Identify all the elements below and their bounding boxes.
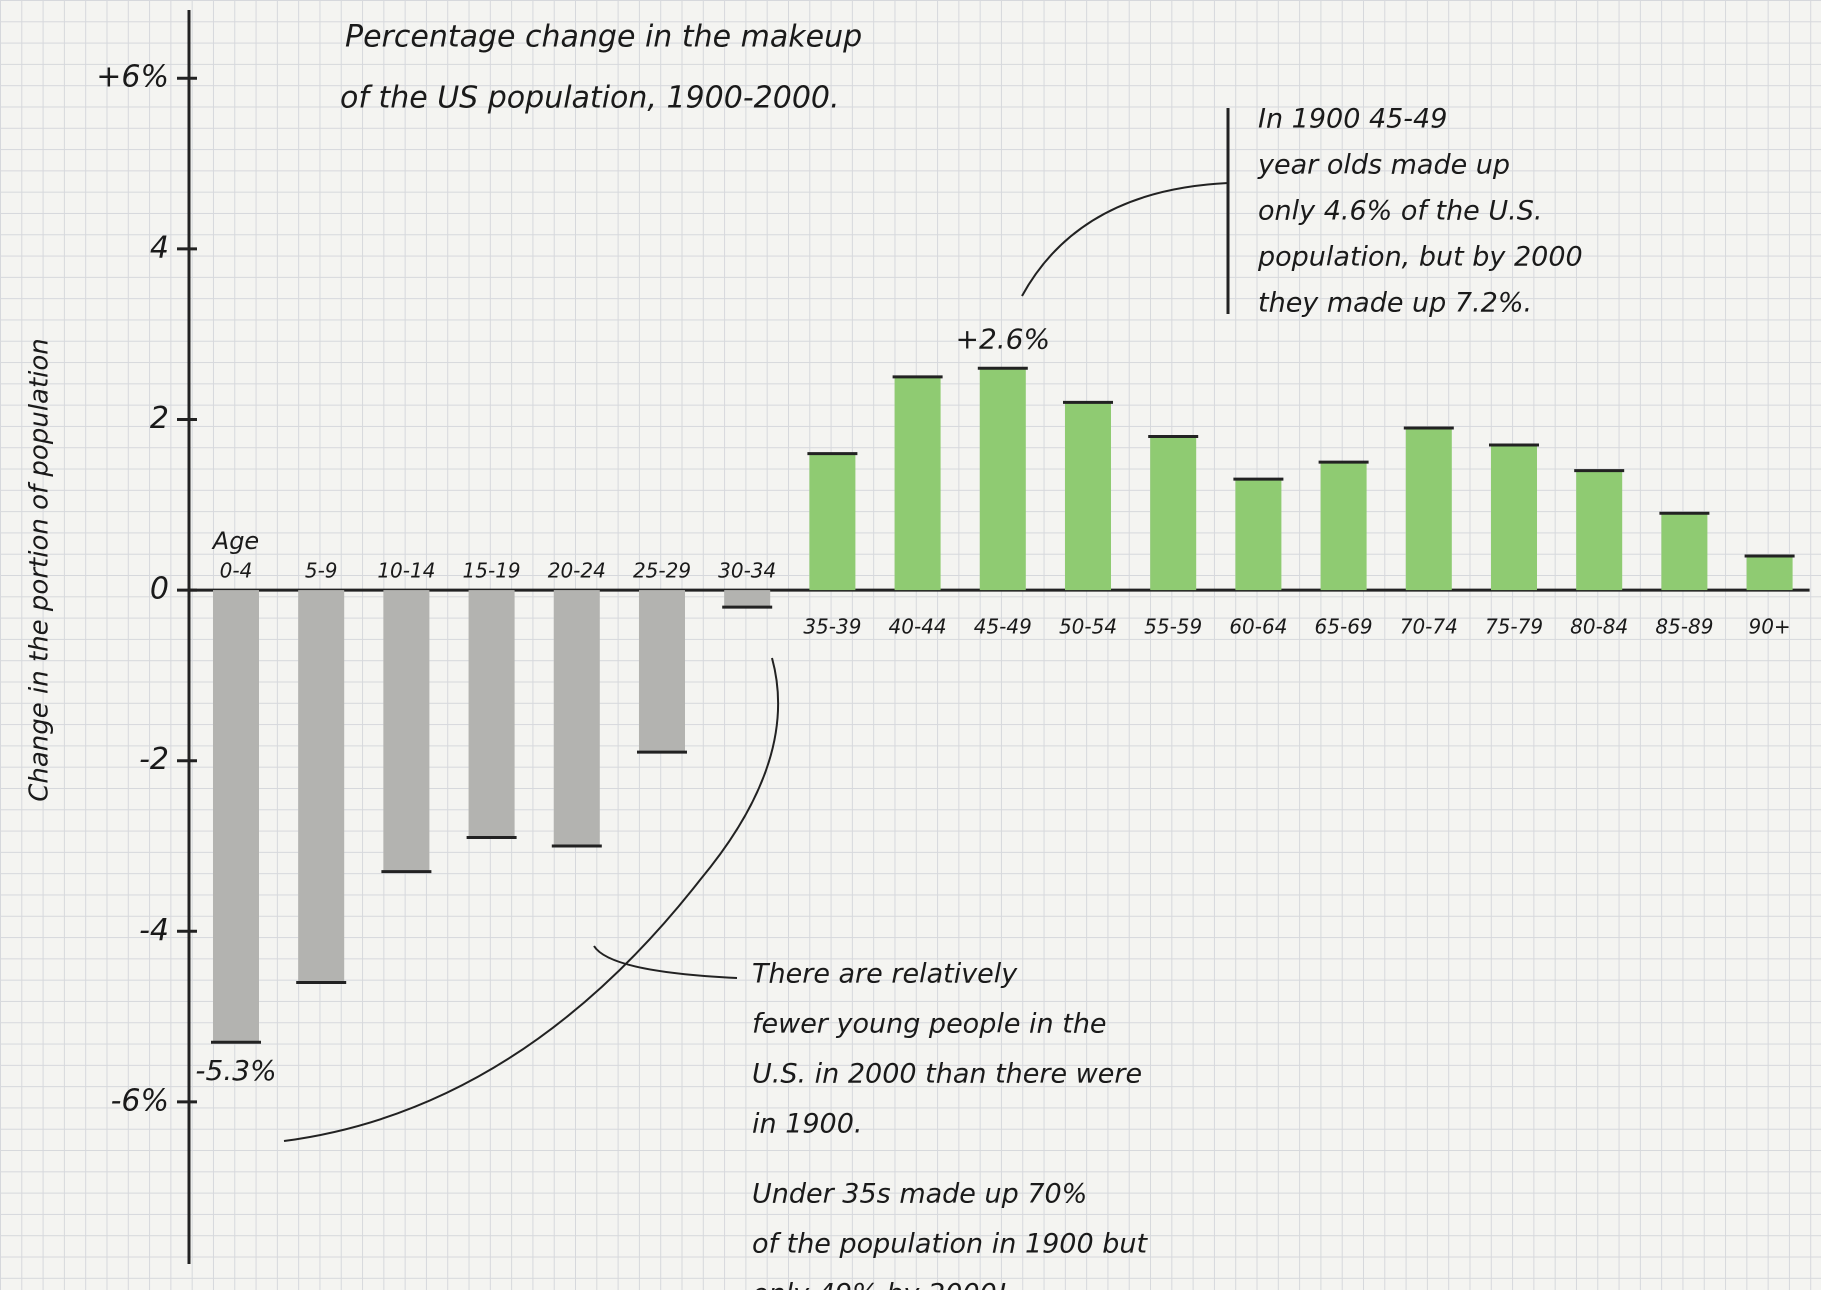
x-tick-label: 10-14 (377, 559, 435, 583)
bar (809, 453, 856, 591)
x-tick-label: 45-49 (974, 615, 1032, 639)
value-label: +2.6% (955, 322, 1050, 355)
x-tick-label: 65-69 (1315, 615, 1373, 639)
bar (1235, 479, 1282, 591)
y-tick-label: -6% (111, 1083, 169, 1118)
bar (724, 590, 771, 608)
annotation: only 49% by 2000! (752, 1279, 1008, 1290)
bar (1405, 428, 1452, 591)
x-tick-label: 60-64 (1229, 615, 1287, 639)
x-tick-label: 50-54 (1059, 615, 1117, 639)
bar (1491, 445, 1537, 591)
x-axis-label: Age (211, 527, 259, 555)
x-tick-label: 35-39 (803, 615, 861, 639)
bar (979, 368, 1026, 591)
bar (639, 590, 685, 753)
annotation: they made up 7.2%. (1258, 288, 1532, 319)
x-tick-label: 15-19 (463, 559, 521, 583)
bar (1150, 436, 1197, 591)
bar (468, 590, 515, 838)
y-tick-label: +6% (96, 60, 169, 95)
y-tick-label: 0 (150, 572, 169, 607)
connector (283, 657, 779, 1142)
x-tick-label: 70-74 (1400, 615, 1458, 639)
bar (213, 590, 259, 1043)
y-tick-label: 4 (150, 230, 169, 265)
x-tick-label: 5-9 (305, 559, 338, 583)
annotation: year olds made up (1257, 150, 1510, 181)
chart-title: Percentage change in the makeup (345, 20, 862, 55)
x-tick-label: 75-79 (1485, 615, 1543, 639)
x-tick-label: 0-4 (220, 559, 253, 583)
annotation: U.S. in 2000 than there were (752, 1059, 1142, 1090)
x-tick-label: 90+ (1748, 615, 1790, 639)
annotation: There are relatively (752, 959, 1018, 990)
bar (894, 376, 941, 591)
x-tick-label: 25-29 (633, 559, 691, 583)
x-tick-label: 30-34 (718, 559, 776, 583)
bar (1065, 402, 1111, 591)
bar (1576, 470, 1623, 591)
annotation: in 1900. (752, 1109, 863, 1140)
bar (1746, 555, 1793, 591)
bar (1320, 462, 1367, 591)
x-tick-label: 55-59 (1144, 615, 1202, 639)
y-axis-label: Change in the portion of population (25, 338, 55, 802)
annotation: In 1900 45-49 (1258, 104, 1447, 135)
y-tick-label: -4 (139, 913, 169, 948)
chart-title: of the US population, 1900-2000. (340, 81, 840, 116)
bar (1661, 513, 1708, 591)
y-tick-label: -2 (139, 742, 169, 777)
bar (553, 590, 600, 846)
bar (383, 590, 430, 872)
connector (1021, 182, 1229, 297)
x-tick-label: 20-24 (548, 559, 606, 583)
x-tick-label: 80-84 (1570, 615, 1628, 639)
x-tick-label: 40-44 (889, 615, 947, 639)
annotation: population, but by 2000 (1257, 242, 1583, 273)
annotation: only 4.6% of the U.S. (1258, 196, 1542, 227)
connector (593, 945, 738, 979)
x-tick-label: 85-89 (1655, 615, 1713, 639)
y-tick-label: 2 (150, 401, 169, 436)
bar (298, 590, 345, 983)
annotation: fewer young people in the (752, 1009, 1107, 1040)
annotation: of the population in 1900 but (752, 1229, 1148, 1260)
value-label: -5.3% (195, 1054, 276, 1087)
annotation: Under 35s made up 70% (752, 1179, 1087, 1210)
